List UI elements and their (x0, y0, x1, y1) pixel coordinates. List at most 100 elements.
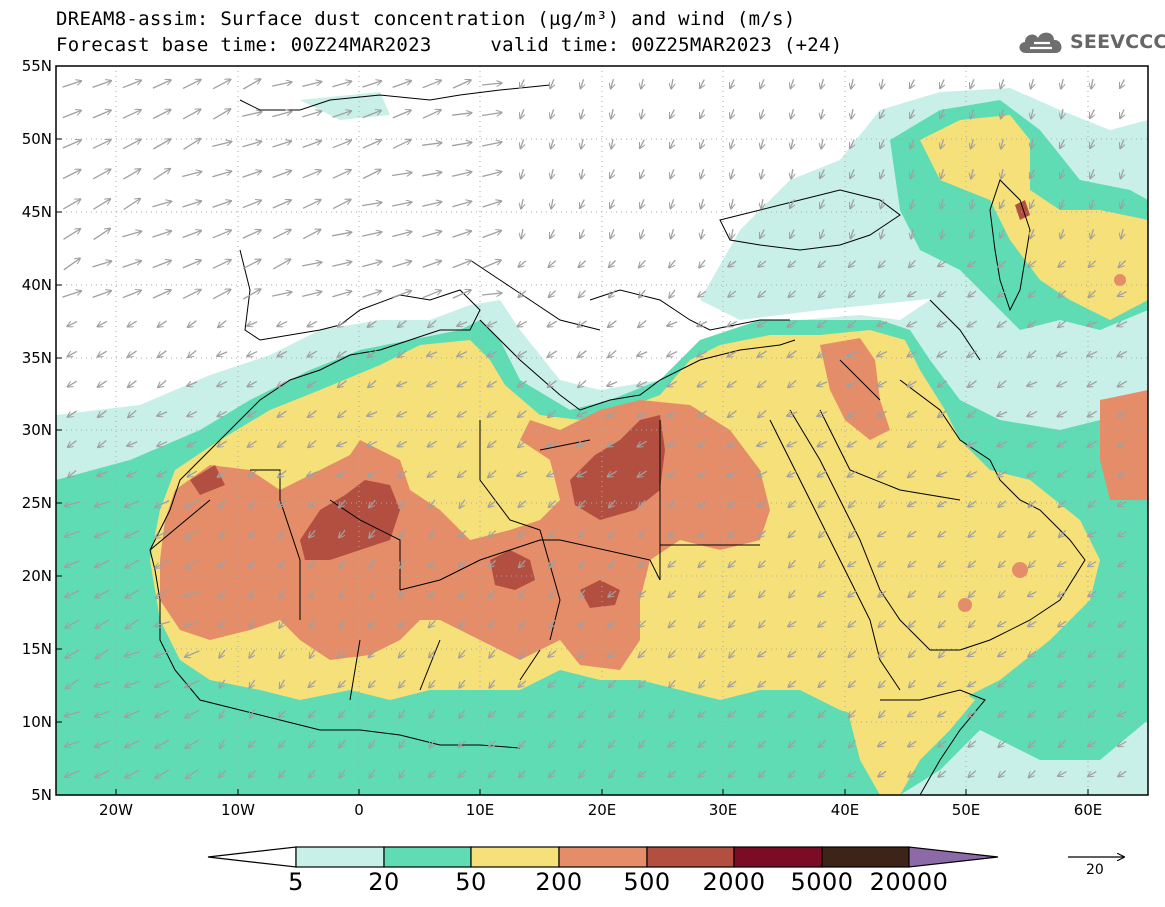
wind-arrow (849, 709, 856, 717)
wind-arrow (1059, 530, 1066, 538)
wind-arrow (155, 650, 170, 656)
wind-arrow (848, 590, 857, 597)
wind-arrow (392, 140, 411, 149)
wind-arrow (68, 470, 77, 478)
wind-arrow (1058, 772, 1067, 777)
wind-arrow (908, 440, 917, 448)
wind-arrow (789, 769, 796, 777)
wind-arrow (908, 501, 917, 506)
wind-arrow (1058, 650, 1067, 657)
wind-arrow (1028, 530, 1037, 538)
wind-arrow (369, 739, 376, 748)
wind-arrow (937, 380, 947, 387)
wind-arrow (909, 650, 916, 658)
wind-arrow (1061, 78, 1063, 89)
wind-arrow (728, 410, 737, 418)
wind-arrow (909, 259, 916, 267)
wind-arrow (482, 260, 501, 269)
wind-arrow (482, 293, 502, 295)
wind-arrow (667, 440, 677, 447)
wind-arrow (971, 139, 974, 149)
wind-arrow (731, 169, 734, 179)
wind-arrow (879, 709, 886, 717)
wind-arrow (489, 589, 496, 597)
wind-arrow (1118, 770, 1127, 776)
wind-arrow (422, 261, 442, 268)
wind-arrow (997, 412, 1008, 416)
wind-arrow (728, 500, 737, 507)
lon-label: 50E (952, 801, 981, 819)
wind-arrow (699, 649, 706, 658)
wind-arrow (698, 770, 707, 778)
wind-arrow (758, 710, 767, 717)
wind-arrow (157, 412, 168, 416)
wind-arrow (788, 530, 797, 538)
wind-arrow (277, 380, 288, 387)
wind-arrow (911, 199, 914, 209)
wind-arrow (427, 410, 438, 416)
wind-arrow (608, 320, 617, 328)
wind-arrow (458, 530, 467, 537)
wind-arrow (422, 202, 441, 207)
wind-arrow (968, 500, 977, 507)
wind-arrow (880, 169, 884, 178)
wind-arrow (697, 410, 707, 417)
wind-arrow (548, 500, 557, 508)
wind-arrow (968, 770, 977, 778)
wind-arrow (551, 139, 554, 149)
wind-arrow (579, 589, 586, 598)
wind-arrow (188, 320, 197, 328)
wind-arrow (997, 442, 1008, 447)
wind-arrow (1001, 168, 1003, 179)
wind-arrow (332, 291, 351, 298)
wind-arrow (998, 651, 1007, 656)
wind-arrow (92, 169, 111, 180)
wind-arrow (272, 82, 292, 87)
wind-arrow (452, 201, 471, 208)
wind-arrow (579, 289, 586, 297)
wind-arrow (487, 322, 498, 327)
wind-arrow (392, 202, 412, 207)
wind-arrow (639, 739, 646, 748)
wind-arrow (1117, 322, 1128, 327)
wind-arrow (760, 109, 763, 118)
wind-arrow (728, 530, 737, 537)
wind-arrow (580, 199, 585, 209)
wind-arrow (278, 440, 287, 448)
wind-arrow (399, 559, 406, 568)
wind-arrow (821, 138, 823, 149)
wind-arrow (488, 470, 497, 478)
wind-arrow (609, 559, 616, 568)
wind-arrow (1088, 742, 1097, 747)
axis-ticks (56, 65, 1089, 796)
wind-arrow (242, 141, 261, 148)
wind-arrow (95, 740, 110, 747)
wind-arrow (308, 680, 317, 688)
wind-arrow (789, 589, 796, 598)
wind-arrow (92, 140, 111, 149)
wind-arrow (698, 500, 707, 507)
wind-arrow (369, 529, 376, 538)
wind-arrow (339, 739, 346, 748)
wind-arrow (65, 619, 80, 628)
wind-arrow (1001, 109, 1004, 119)
wind-arrow (518, 410, 527, 418)
wind-arrow (95, 710, 110, 716)
wind-arrow (908, 530, 917, 537)
wind-arrow (1028, 260, 1037, 267)
wind-arrow (278, 470, 287, 478)
wind-arrow (787, 320, 797, 327)
wind-arrow (877, 410, 888, 417)
wind-arrow (757, 442, 768, 446)
wind-arrow (309, 619, 316, 628)
wind-arrow (608, 620, 617, 627)
wind-arrow (878, 531, 887, 536)
wind-arrow (128, 380, 137, 388)
wind-arrow (1030, 229, 1034, 238)
wind-arrow (219, 499, 224, 509)
wind-arrow (309, 559, 316, 568)
colorbar-label: 20000 (869, 868, 949, 896)
wind-arrow (878, 560, 887, 567)
wind-arrow (968, 530, 977, 537)
wind-arrow (1088, 470, 1097, 478)
